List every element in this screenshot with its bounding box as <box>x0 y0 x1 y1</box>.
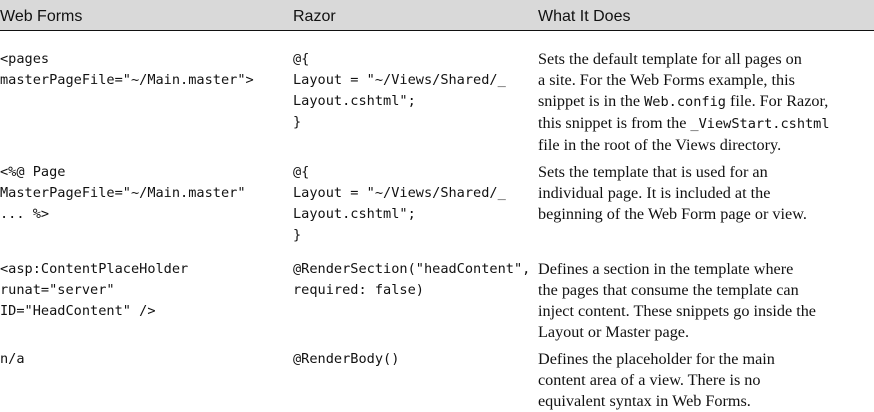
header-razor: Razor <box>293 8 336 25</box>
webforms-cell: <%@ Page MasterPageFile="~/Main.master"..… <box>0 164 246 222</box>
webforms-cell: <asp:ContentPlaceHolder runat="server" ID=… <box>0 261 189 319</box>
razor-cell: @RenderBody() <box>293 351 400 367</box>
webforms-cell: n/a <box>0 351 25 367</box>
razor-cell: @{Layout = "~/Views/Shared/_ Layout.cshtm… <box>293 51 506 130</box>
header-divider <box>0 30 874 31</box>
webforms-cell: <pages masterPageFile="~/Main.master"> <box>0 51 254 88</box>
razor-cell: @RenderSection("headContent", required: f… <box>293 261 531 298</box>
description-cell: Sets the template that is used for an in… <box>538 163 807 223</box>
description-cell: Sets the default template for all pages … <box>538 50 830 154</box>
header-web-forms: Web Forms <box>0 8 83 25</box>
description-cell: Defines a section in the template where … <box>538 260 816 341</box>
header-what-it-does: What It Does <box>538 8 631 25</box>
description-cell: Defines the placeholder for the main con… <box>538 350 775 410</box>
razor-cell: @{Layout = "~/Views/Shared/_ Layout.cshtm… <box>293 164 506 243</box>
table-header: Web Forms Razor What It Does <box>0 0 874 30</box>
